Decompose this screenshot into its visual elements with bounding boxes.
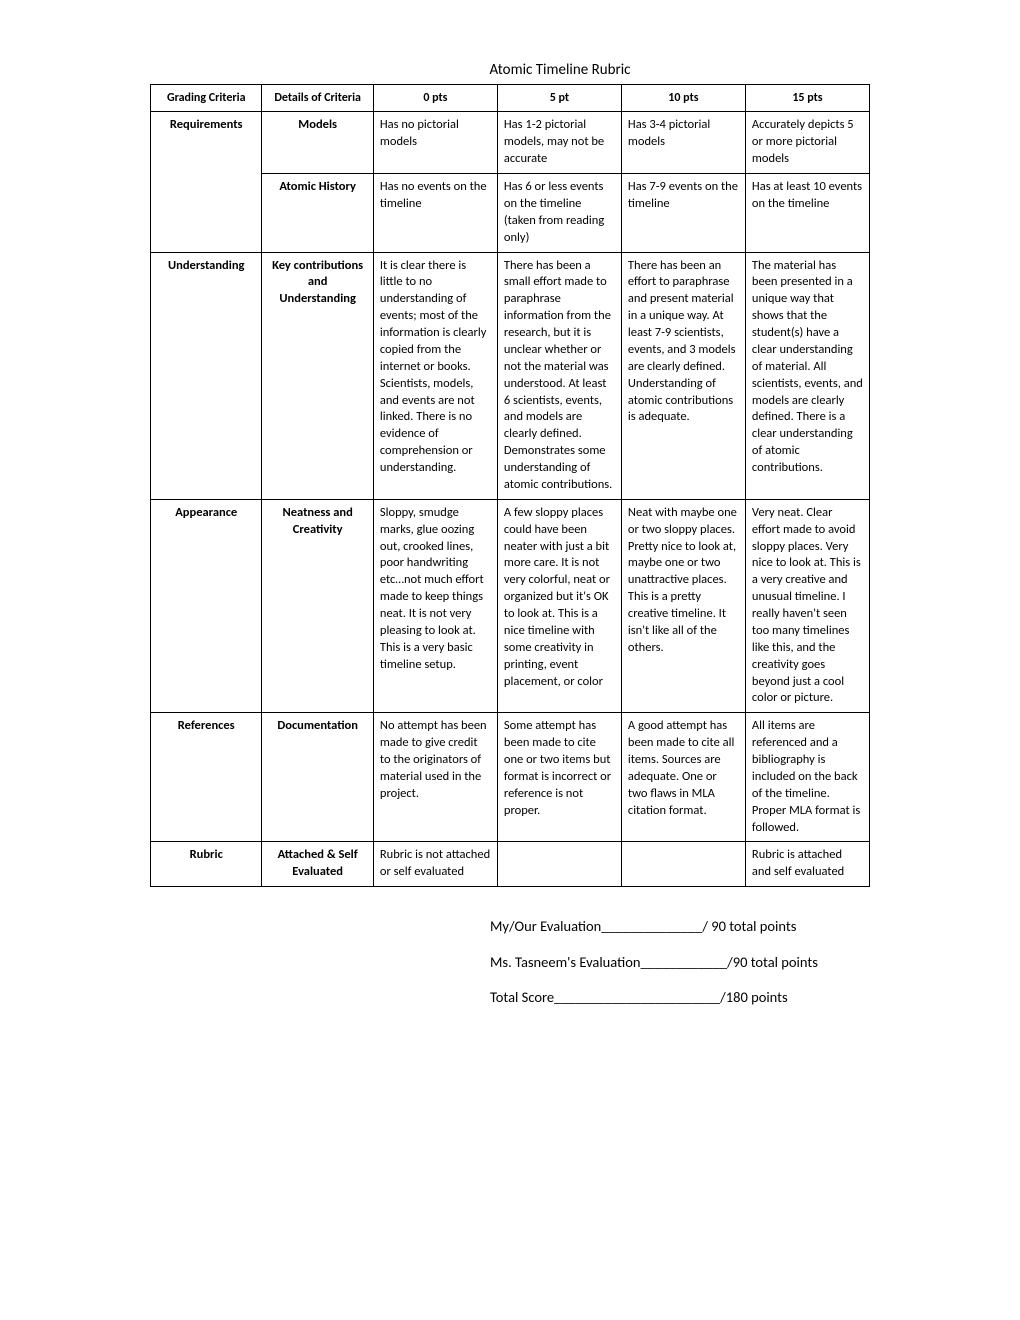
score-cell: Rubric is attached and self evaluated: [745, 842, 869, 887]
score-cell: Has 6 or less events on the timeline (ta…: [497, 174, 621, 253]
details-cell: Attached & Self Evaluated: [262, 842, 373, 887]
details-cell: Neatness and Creativity: [262, 499, 373, 713]
score-cell: No attempt has been made to give credit …: [373, 713, 497, 842]
score-cell: All items are referenced and a bibliogra…: [745, 713, 869, 842]
page-title: Atomic Timeline Rubric: [150, 60, 870, 80]
rubric-table: Grading Criteria Details of Criteria 0 p…: [150, 84, 870, 887]
header-row: Grading Criteria Details of Criteria 0 p…: [151, 85, 870, 112]
table-row: UnderstandingKey contributions and Under…: [151, 252, 870, 499]
header-5pt: 5 pt: [497, 85, 621, 112]
score-cell: Very neat. Clear effort made to avoid sl…: [745, 499, 869, 713]
score-cell: Has 1-2 pictorial models, may not be acc…: [497, 112, 621, 174]
score-cell: Has 3-4 pictorial models: [621, 112, 745, 174]
score-cell: It is clear there is little to no unders…: [373, 252, 497, 499]
score-cell: There has been an effort to paraphrase a…: [621, 252, 745, 499]
details-cell: Atomic History: [262, 174, 373, 253]
score-cell: The material has been presented in a uni…: [745, 252, 869, 499]
score-cell: Accurately depicts 5 or more pictorial m…: [745, 112, 869, 174]
score-cell: Has 7-9 events on the timeline: [621, 174, 745, 253]
score-cell: Has at least 10 events on the timeline: [745, 174, 869, 253]
table-row: RequirementsModelsHas no pictorial model…: [151, 112, 870, 174]
table-row: ReferencesDocumentationNo attempt has be…: [151, 713, 870, 842]
score-cell: There has been a small effort made to pa…: [497, 252, 621, 499]
score-cell: Has no pictorial models: [373, 112, 497, 174]
details-cell: Documentation: [262, 713, 373, 842]
score-cell: Neat with maybe one or two sloppy places…: [621, 499, 745, 713]
criteria-cell: Understanding: [151, 252, 262, 499]
score-cell: Some attempt has been made to cite one o…: [497, 713, 621, 842]
details-cell: Models: [262, 112, 373, 174]
criteria-cell: Rubric: [151, 842, 262, 887]
header-15pts: 15 pts: [745, 85, 869, 112]
header-10pts: 10 pts: [621, 85, 745, 112]
criteria-cell: Requirements: [151, 112, 262, 252]
score-cell: [621, 842, 745, 887]
score-cell: Rubric is not attached or self evaluated: [373, 842, 497, 887]
table-row: RubricAttached & Self EvaluatedRubric is…: [151, 842, 870, 887]
score-cell: A few sloppy places could have been neat…: [497, 499, 621, 713]
criteria-cell: References: [151, 713, 262, 842]
header-details: Details of Criteria: [262, 85, 373, 112]
score-cell: Sloppy, smudge marks, glue oozing out, c…: [373, 499, 497, 713]
teacher-evaluation-line: Ms. Tasneem's Evaluation____________/90 …: [490, 953, 870, 973]
score-cell: Has no events on the timeline: [373, 174, 497, 253]
score-cell: [497, 842, 621, 887]
my-evaluation-line: My/Our Evaluation______________/ 90 tota…: [490, 917, 870, 937]
table-row: AppearanceNeatness and CreativitySloppy,…: [151, 499, 870, 713]
evaluation-section: My/Our Evaluation______________/ 90 tota…: [150, 917, 870, 1008]
details-cell: Key contributions and Understanding: [262, 252, 373, 499]
criteria-cell: Appearance: [151, 499, 262, 713]
total-score-line: Total Score_______________________/180 p…: [490, 988, 870, 1008]
header-criteria: Grading Criteria: [151, 85, 262, 112]
header-0pts: 0 pts: [373, 85, 497, 112]
score-cell: A good attempt has been made to cite all…: [621, 713, 745, 842]
